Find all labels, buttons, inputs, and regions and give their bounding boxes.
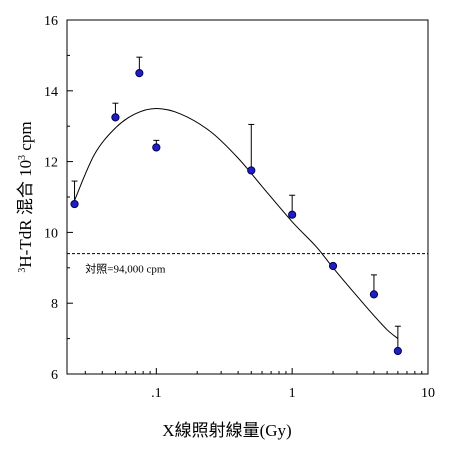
y-tick-label: 12 <box>44 156 58 171</box>
y-tick-label: 14 <box>44 85 58 100</box>
y-axis-title-main: H-TdR 混合 10 <box>16 160 35 268</box>
data-point <box>111 113 120 122</box>
x-axis-ticks: .1 1 10 <box>84 368 435 401</box>
x-tick-label: 1 <box>289 386 296 401</box>
data-point <box>369 290 379 299</box>
x-tick-label: 10 <box>421 386 435 401</box>
x-axis-title: X線照射線量(Gy) <box>162 421 291 440</box>
y-axis-title-sup2: 3 <box>17 155 28 160</box>
y-tick-label: 16 <box>44 14 58 29</box>
error-bars <box>71 56 401 351</box>
data-point <box>288 210 297 219</box>
y-axis-title-sup: 3 <box>17 268 28 273</box>
fit-curve <box>74 107 399 339</box>
y-tick-label: 10 <box>44 226 58 241</box>
data-point <box>152 143 161 152</box>
reference-label: 対照=94,000 cpm <box>85 262 166 276</box>
data-point <box>328 261 338 271</box>
x-tick-label: .1 <box>151 386 162 401</box>
data-point <box>70 199 79 209</box>
y-tick-label: 8 <box>51 297 58 312</box>
y-axis-title: 3H-TdR 混合 103 cpm <box>16 121 35 272</box>
y-axis-ticks: 6 8 10 12 14 16 <box>44 14 73 383</box>
y-tick-label: 6 <box>51 368 58 383</box>
data-point <box>247 166 256 175</box>
plot-frame <box>66 19 429 375</box>
data-point <box>135 69 144 78</box>
y-axis-title-unit: cpm <box>16 121 35 155</box>
data-points <box>70 69 402 356</box>
data-point <box>393 346 402 356</box>
